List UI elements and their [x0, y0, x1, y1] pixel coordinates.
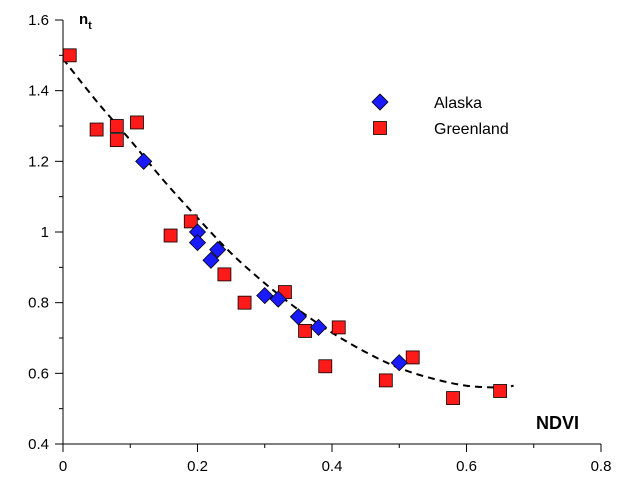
data-point-greenland: [89, 122, 104, 137]
data-point-greenland: [163, 228, 178, 243]
data-point-greenland: [183, 214, 198, 229]
legend-item-alaska: Alaska: [371, 93, 482, 112]
x-tick-label: 0: [59, 458, 67, 475]
y-tick-label: 0.6: [28, 365, 49, 382]
legend-label-greenland: Greenland: [434, 121, 509, 138]
data-point-alaska: [202, 251, 220, 269]
legend-marker-alaska: [371, 93, 389, 111]
legend-marker-greenland: [373, 121, 387, 135]
data-point-greenland: [62, 48, 77, 63]
fit-curve-group: [62, 58, 514, 389]
data-point-alaska: [209, 241, 227, 259]
data-point-greenland: [217, 267, 232, 282]
y-axis-title-subscript: t: [88, 20, 92, 32]
data-point-greenland: [237, 295, 252, 310]
data-point-alaska: [309, 318, 328, 336]
data-point-alaska: [256, 287, 274, 305]
data-point-greenland: [298, 324, 313, 338]
y-tick-label: 1.2: [28, 153, 49, 170]
legend-item-greenland: Greenland: [373, 121, 509, 138]
data-point-greenland: [109, 119, 124, 133]
data-point-greenland: [493, 384, 508, 398]
data-point-greenland: [130, 115, 144, 130]
data-point-alaska: [390, 354, 408, 372]
y-tick-label: 0.8: [28, 295, 49, 312]
data-point-alaska: [135, 152, 153, 170]
x-axis-title: NDVI: [536, 413, 579, 433]
y-axis-title-main: n: [79, 11, 88, 28]
legend-label-alaska: Alaska: [434, 95, 482, 112]
data-point-alaska: [188, 234, 207, 252]
y-tick-label: 1.4: [28, 83, 49, 100]
data-point-greenland: [109, 133, 124, 148]
data-point-greenland: [331, 320, 346, 335]
data-point-alaska: [289, 308, 307, 326]
data-point-alaska: [269, 290, 287, 308]
axes: 0 0.2 0.4 0.6 0.8 0.4 0.6 0.8 1 1.2 1.4 1.6: [28, 12, 611, 475]
fit-curve: [62, 58, 514, 389]
axis-titles: nt NDVI: [79, 11, 579, 433]
y-tick-label: 1.6: [28, 12, 49, 29]
x-tick-label: 0.4: [322, 458, 343, 475]
data-point-greenland: [405, 350, 420, 365]
x-tick-label: 0.2: [187, 458, 208, 475]
data-point-greenland: [318, 359, 333, 374]
data-point-greenland: [378, 373, 393, 388]
data-points: [62, 48, 508, 405]
data-point-greenland: [446, 391, 460, 405]
legend: Alaska Greenland: [371, 93, 509, 138]
y-tick-label: 0.4: [28, 436, 49, 453]
x-tick-label: 0.8: [591, 458, 612, 475]
y-axis-title: nt: [79, 11, 92, 32]
x-tick-label: 0.6: [456, 458, 477, 475]
y-tick-label: 1: [41, 224, 49, 241]
